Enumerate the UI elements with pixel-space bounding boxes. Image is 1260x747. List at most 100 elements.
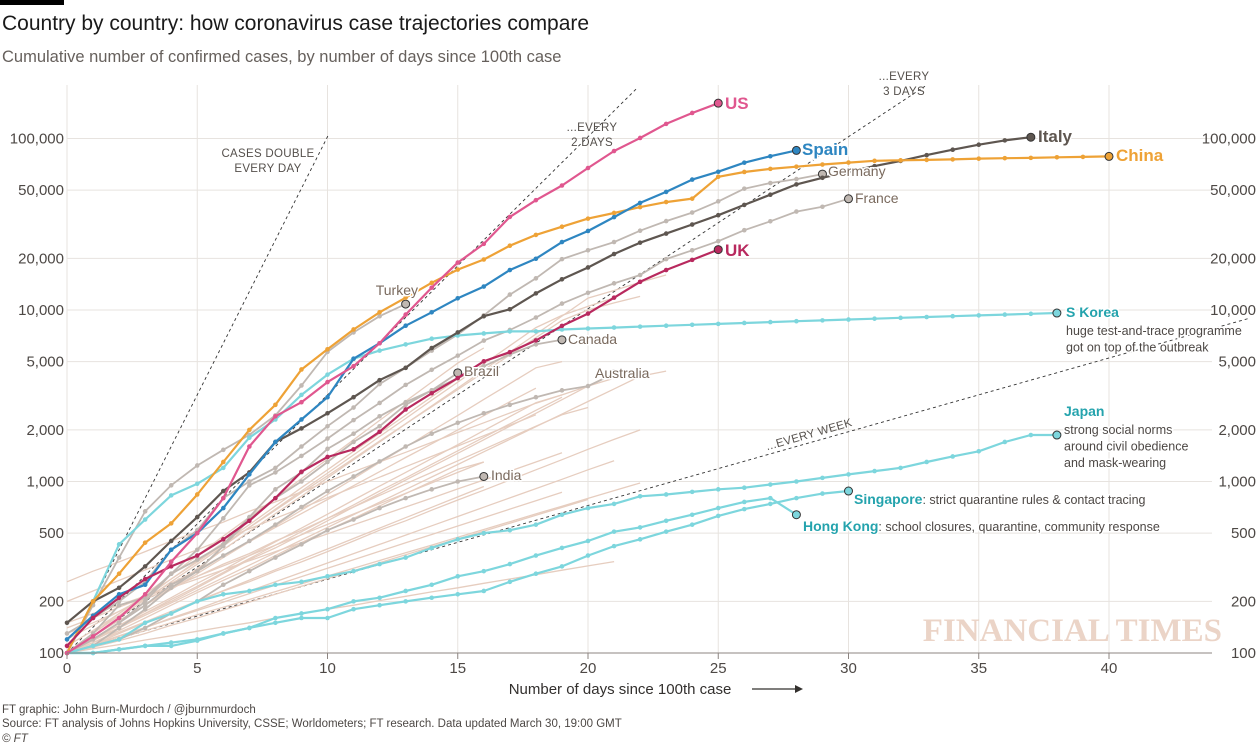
china-endpoint (1104, 151, 1114, 161)
uk-label: UK (725, 241, 750, 260)
doubling-label: 2 DAYS (571, 137, 613, 149)
uk-point (168, 564, 174, 569)
germany-point (116, 599, 122, 604)
australia-point (533, 394, 539, 400)
hong-kong-point (637, 525, 643, 530)
japan-point (1002, 439, 1008, 445)
s-korea-point (194, 481, 200, 487)
uk-point (299, 469, 304, 475)
background-country-line (66, 364, 485, 654)
italy-point (507, 306, 513, 312)
uk-point (455, 375, 461, 381)
doubling-label: ...EVERY (567, 122, 618, 134)
japan-point (273, 582, 278, 588)
doubling-line (66, 135, 329, 654)
us-point (663, 121, 669, 127)
brazil-point (247, 514, 252, 520)
footer-source: Source: FT analysis of Johns Hopkins Uni… (2, 718, 622, 730)
china-point (1028, 155, 1034, 161)
germany-point (611, 239, 617, 245)
india-point (429, 487, 435, 492)
spain-point (507, 267, 513, 273)
australia-point (429, 431, 435, 436)
japan-series (64, 430, 1062, 656)
india-point (247, 568, 252, 574)
spain-point (403, 323, 408, 328)
japan-note: around civil obedience (1064, 440, 1188, 454)
doubling-line (66, 86, 639, 654)
china-point (742, 169, 747, 175)
germany-point (742, 186, 747, 191)
france-point (403, 382, 408, 388)
y-tick-label-left: 10,000 (18, 302, 64, 319)
country-labels: US Spain Italy China UK S Korea huge test-and-… (374, 93, 1243, 650)
s-korea-note: huge test-and-trace programme (1066, 324, 1242, 338)
japan-point (663, 492, 669, 497)
france-point (585, 290, 591, 296)
doubling-label: ...EVERY (879, 71, 930, 83)
france-point (689, 247, 695, 253)
us-point (168, 559, 174, 565)
japan-point (820, 475, 825, 481)
s-korea-point (976, 313, 982, 318)
china-point (351, 327, 356, 332)
s-korea-point (663, 323, 669, 328)
singapore-point (403, 599, 408, 604)
italy-point (637, 240, 643, 245)
turkey-line (66, 303, 407, 654)
france-point (351, 417, 356, 423)
india-endpoint (479, 471, 489, 481)
china-point (611, 210, 617, 216)
s-korea-point (1002, 312, 1008, 317)
india-point (299, 542, 304, 547)
background-country-line (66, 394, 563, 654)
spain-point (325, 394, 330, 400)
italy-point (742, 202, 747, 208)
brazil-point (273, 487, 278, 492)
s-korea-point (559, 327, 565, 332)
us-point (247, 444, 252, 449)
china-point (507, 243, 513, 249)
italy-point (377, 377, 382, 383)
s-korea-point (221, 465, 226, 471)
china-point (142, 540, 148, 545)
japan-label: Japan (1064, 403, 1104, 419)
japan-endpoint (1052, 430, 1062, 440)
china-point (768, 166, 773, 172)
singapore-point (377, 602, 382, 608)
italy-point (221, 488, 226, 494)
singapore-point (455, 591, 461, 597)
italy-point (194, 514, 200, 520)
y-tick-label-left: 20,000 (18, 250, 64, 267)
x-tick-label: 5 (193, 660, 201, 677)
spain-point (533, 256, 539, 262)
australia-point (142, 602, 148, 608)
s-korea-point (299, 392, 304, 398)
spain-point (221, 505, 226, 511)
brazil-point (351, 431, 356, 436)
spain-endpoint (791, 145, 801, 155)
china-point (533, 232, 539, 238)
france-point (715, 238, 721, 244)
singapore-point (273, 620, 278, 626)
us-endpoint (713, 98, 723, 108)
uk-point (142, 576, 148, 582)
italy-point (325, 410, 330, 416)
hong-kong-point (325, 606, 330, 612)
turkey-point (377, 313, 382, 319)
y-tick-label-right: 2,000 (1218, 422, 1256, 439)
germany-point (689, 210, 695, 215)
france-point (663, 256, 669, 262)
hong-kong-point (768, 495, 773, 501)
hong-kong-point (585, 538, 591, 544)
japan-point (846, 472, 851, 477)
singapore-point (299, 615, 304, 621)
turkey-point (221, 447, 226, 453)
hong-kong-point (351, 599, 356, 604)
china-point (846, 160, 851, 165)
italy-point (168, 538, 174, 544)
australia-point (351, 474, 356, 479)
x-tick-label: 35 (970, 660, 987, 677)
